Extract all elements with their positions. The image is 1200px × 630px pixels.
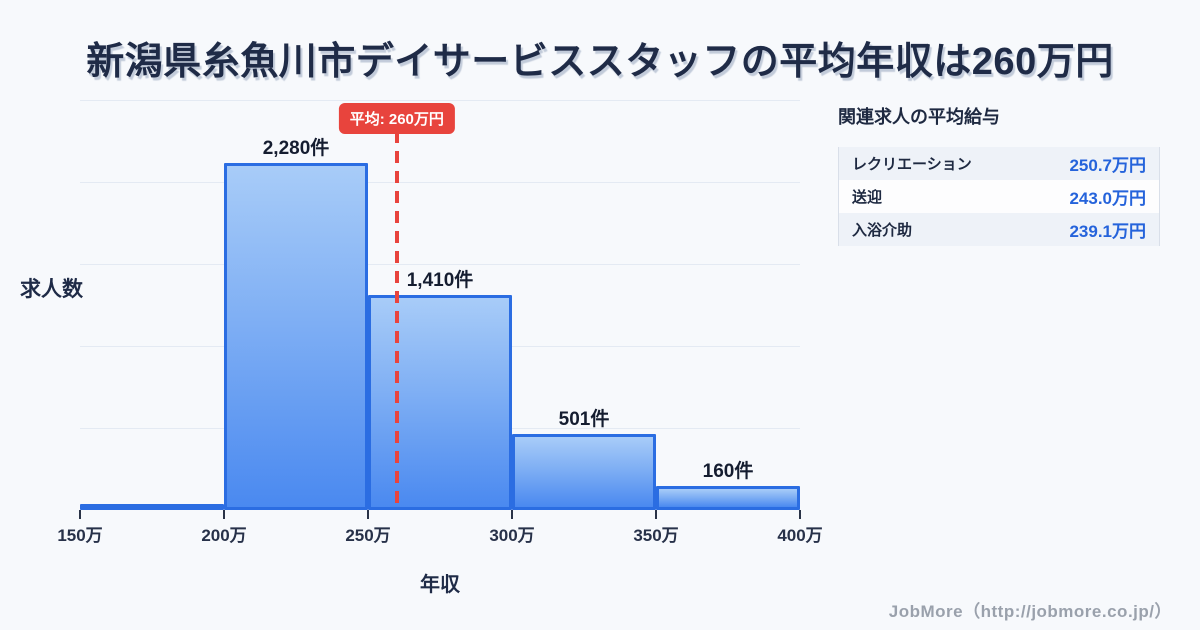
bar-value-label: 1,410件 xyxy=(406,270,474,291)
x-axis-tick xyxy=(367,510,369,519)
gridline xyxy=(80,100,800,101)
table-row: レクリエーション 250.7万円 xyxy=(839,147,1159,180)
histogram-bar xyxy=(512,434,656,510)
x-axis-tick-label: 150万 xyxy=(57,526,103,545)
x-axis-tick xyxy=(223,510,225,519)
bar-value-label: 2,280件 xyxy=(262,138,330,159)
x-axis-tick xyxy=(655,510,657,519)
related-jobs-heading: 関連求人の平均給与 xyxy=(838,107,1000,127)
row-value: 239.1万円 xyxy=(1069,222,1146,241)
footer-credit: JobMore（http://jobmore.co.jp/） xyxy=(888,602,1172,621)
bar-value-label: 160件 xyxy=(702,461,754,482)
table-row: 入浴介助 239.1万円 xyxy=(839,213,1159,246)
average-dashed-line xyxy=(394,131,399,507)
y-axis-label: 求人数 xyxy=(20,278,83,301)
histogram-bar xyxy=(368,295,512,510)
bar-value-label: 501件 xyxy=(558,409,610,430)
x-axis-tick xyxy=(79,510,81,519)
x-axis-tick xyxy=(799,510,801,519)
x-axis-tick-label: 300万 xyxy=(489,526,535,545)
x-axis-tick-label: 350万 xyxy=(633,526,679,545)
row-label: 入浴介助 xyxy=(852,222,913,239)
table-row: 送迎 243.0万円 xyxy=(839,180,1159,213)
related-jobs-table: レクリエーション 250.7万円送迎 243.0万円入浴介助 239.1万円 xyxy=(838,147,1160,246)
x-axis-tick-label: 200万 xyxy=(201,526,247,545)
row-label: レクリエーション xyxy=(852,156,972,173)
histogram-bar xyxy=(656,486,800,510)
x-axis-label: 年収 xyxy=(420,574,460,596)
row-value: 250.7万円 xyxy=(1069,156,1146,175)
gridline xyxy=(80,182,800,183)
histogram-bar xyxy=(80,504,224,510)
row-value: 243.0万円 xyxy=(1069,189,1146,208)
gridline xyxy=(80,264,800,265)
x-axis-tick-label: 400万 xyxy=(777,526,823,545)
x-axis-tick-label: 250万 xyxy=(345,526,391,545)
page-title: 新潟県糸魚川市デイサービススタッフの平均年収は260万円 xyxy=(86,41,1114,83)
chart-plot-area: 2,280件 1,410件 501件 160件 150万 200万 250万 300万 350万… xyxy=(57,100,823,545)
x-axis-tick xyxy=(511,510,513,519)
row-label: 送迎 xyxy=(852,189,883,206)
related-jobs-panel: 関連求人の平均給与 レクリエーション 250.7万円送迎 243.0万円入浴介助 23… xyxy=(838,103,1160,246)
histogram-bar xyxy=(224,163,368,510)
average-badge: 平均: 260万円 xyxy=(338,103,455,134)
